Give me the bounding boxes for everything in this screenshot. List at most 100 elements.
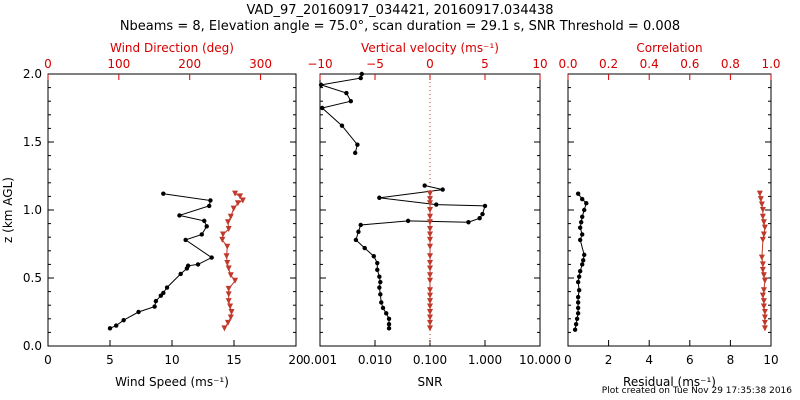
left-series-0-point	[152, 304, 157, 309]
left-series-0-point	[199, 232, 204, 237]
right-top-tick-label: 0.6	[680, 57, 699, 71]
right-bottom-tick-label: 0	[564, 353, 572, 367]
right-top-tick-label: 0.2	[599, 57, 618, 71]
middle-series-0-point	[371, 254, 376, 259]
middle-series-1-line	[320, 73, 363, 154]
left-series-1-point	[228, 309, 235, 315]
left-bottom-tick-label: 5	[106, 353, 114, 367]
left-series-0-point	[177, 213, 182, 218]
left-top-tick-label: 100	[107, 57, 130, 71]
y-tick-label: 1.5	[23, 135, 42, 149]
right-top-tick-label: 1.0	[761, 57, 780, 71]
middle-series-2-point	[427, 265, 433, 272]
middle-series-2-point	[427, 207, 433, 213]
middle-bottom-tick-label: 0.010	[358, 353, 392, 367]
right-series-1-point	[758, 201, 765, 208]
middle-series-0-point	[405, 218, 411, 224]
right-series-1-point	[761, 319, 768, 326]
right-series-1-point	[759, 261, 766, 268]
middle-series-0-point	[482, 203, 488, 209]
right-bottom-tick-label: 8	[727, 353, 735, 367]
right-series-0-point	[574, 316, 580, 321]
left-series-0-point	[161, 191, 166, 196]
right-series-1-point	[759, 236, 766, 243]
right-series-1-point	[757, 196, 764, 203]
right-series-1-point	[759, 213, 766, 220]
y-tick-label: 2.0	[23, 67, 42, 81]
y-tick-label: 0.0	[23, 339, 42, 353]
middle-series-2-point	[427, 319, 433, 326]
middle-series-2-point	[427, 277, 433, 284]
right-series-1-point	[760, 231, 767, 238]
left-series-1-point	[225, 226, 232, 233]
right-series-1-point	[761, 277, 768, 284]
middle-series-2-point	[427, 213, 433, 220]
left-top-tick-label: 200	[178, 57, 201, 71]
middle-series-1-point	[358, 75, 363, 81]
right-series-1-point	[761, 309, 768, 315]
middle-series-2-point	[427, 226, 433, 233]
middle-top-tick-label: −10	[307, 57, 332, 71]
middle-bottom-tick-label: 0.100	[413, 353, 447, 367]
left-series-1-point	[220, 231, 227, 238]
middle-series-0-point	[380, 305, 386, 311]
middle-series-2-point	[427, 287, 433, 294]
left-series-1-point	[227, 213, 234, 220]
middle-series-2-point	[427, 325, 433, 332]
plot-timestamp: Plot created on Tue Nov 29 17:35:38 2016	[601, 386, 792, 396]
left-series-0-point	[164, 285, 170, 290]
middle-series-0-point	[466, 220, 471, 225]
left-series-1-point	[232, 190, 239, 197]
middle-series-0-point	[440, 187, 445, 192]
middle-series-2-point	[427, 200, 433, 207]
right-series-0-point	[573, 322, 579, 327]
right-series-0-point	[577, 225, 583, 230]
right-series-0-point	[580, 232, 585, 237]
left-series-0-point	[136, 309, 141, 315]
left-series-0-point	[204, 224, 209, 229]
middle-series-2-point	[427, 236, 433, 243]
left-series-1-point	[225, 298, 232, 305]
middle-series-0-point	[375, 260, 380, 266]
left-series-1-point	[227, 303, 234, 310]
right-bottom-tick-label: 2	[605, 353, 613, 367]
middle-series-1-point	[344, 90, 349, 96]
left-series-0-point	[209, 255, 214, 260]
middle-bottom-tick-label: 10.000	[519, 353, 561, 367]
left-bottom-tick-label: 15	[226, 353, 241, 367]
middle-series-1-point	[339, 123, 345, 128]
left-series-0-point	[178, 271, 183, 277]
left-series-0-line	[109, 193, 213, 329]
middle-series-0-point	[378, 279, 383, 285]
left-frame	[47, 73, 297, 347]
left-series-1-point	[227, 314, 234, 321]
right-top-tick-label: 0.4	[640, 57, 659, 71]
left-series-1-point	[225, 291, 232, 298]
right-series-1-point	[760, 303, 767, 310]
y-axis-label: z (km AGL)	[1, 177, 15, 243]
right-series-1-point	[759, 292, 766, 299]
middle-series-0-point	[353, 237, 359, 243]
middle-series-0-point	[384, 311, 389, 316]
middle-series-2-point	[427, 272, 433, 279]
middle-series-2-point	[427, 260, 433, 267]
right-series-0-point	[580, 262, 585, 267]
right-top-tick-label: 0.8	[721, 57, 740, 71]
right-series-0-point	[580, 214, 585, 219]
left-series-1-point	[224, 243, 231, 250]
left-series-0-point	[114, 323, 119, 328]
middle-series-1-point	[359, 71, 364, 77]
middle-bottom-axis-label: SNR	[418, 375, 443, 389]
right-series-0-point	[584, 201, 589, 206]
middle-series-0-point	[386, 316, 392, 321]
middle-series-2-point	[427, 231, 433, 238]
middle-series-1-point	[320, 105, 325, 111]
right-series-0-point	[575, 191, 581, 196]
right-series-1-point	[760, 272, 767, 279]
right-series-1-point	[756, 190, 763, 197]
y-tick-label: 0.5	[23, 271, 42, 285]
middle-series-0-point	[422, 183, 427, 188]
left-series-1-point	[225, 285, 232, 292]
middle-series-2-point	[427, 190, 433, 197]
